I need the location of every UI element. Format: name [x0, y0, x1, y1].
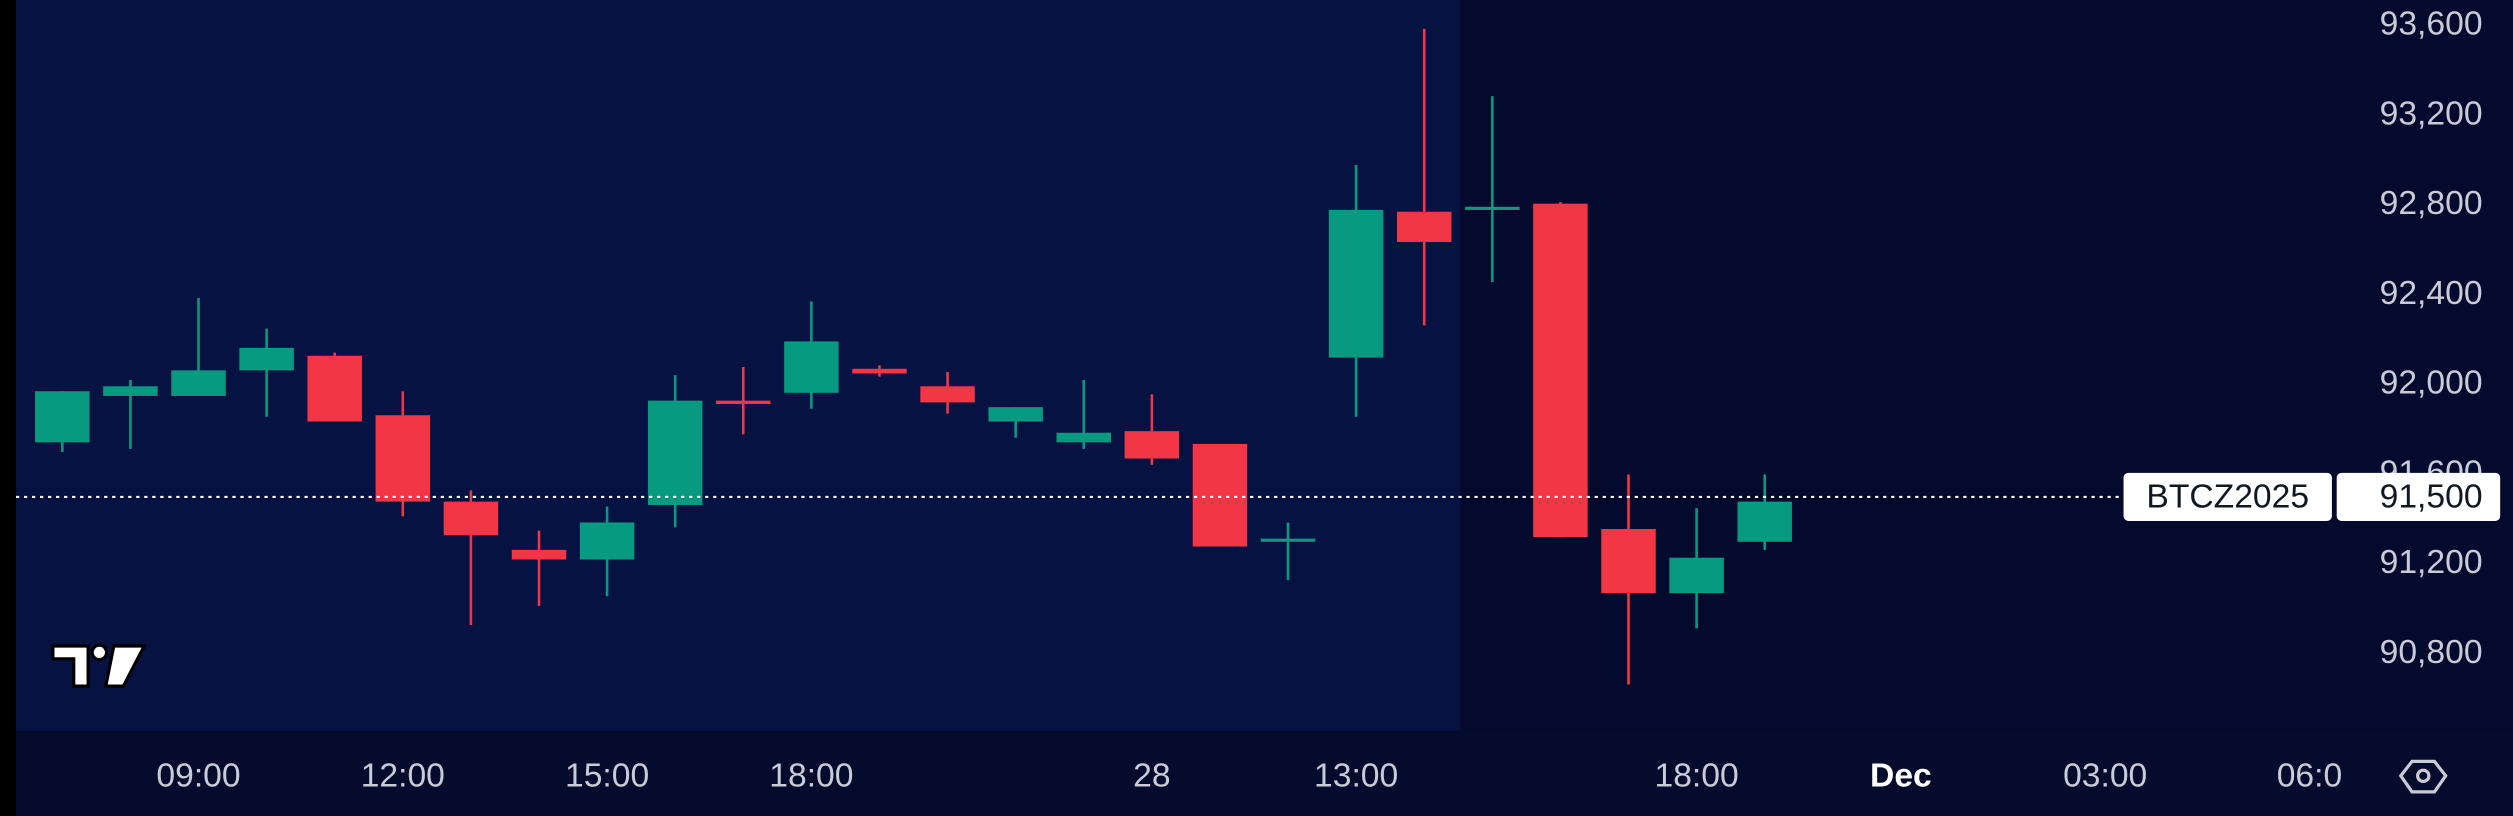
candle-body: [35, 391, 90, 443]
session-highlight: [16, 0, 1461, 731]
y-tick-label: 92,000: [2380, 365, 2483, 402]
x-tick-label: 03:00: [2063, 757, 2147, 794]
x-tick-label: 13:00: [1314, 757, 1398, 794]
candle-body: [784, 341, 839, 393]
time-axis-background: [0, 730, 2513, 816]
candle-body: [239, 347, 294, 371]
y-tick-label: 92,800: [2380, 185, 2483, 222]
candle-body: [307, 355, 362, 422]
candle-body: [716, 400, 771, 405]
candle-body: [920, 386, 975, 403]
candle-body: [647, 400, 703, 505]
y-tick-label: 90,800: [2380, 634, 2483, 671]
candle-body: [1533, 203, 1588, 538]
y-tick-label: 93,200: [2380, 95, 2483, 132]
candle-body: [1601, 528, 1656, 594]
y-tick-label: 92,400: [2380, 275, 2483, 312]
candle-body: [988, 407, 1043, 422]
x-tick-label: 18:00: [769, 757, 853, 794]
y-tick-label: 93,600: [2380, 6, 2483, 43]
candle-body: [1192, 443, 1248, 547]
x-tick-label: 12:00: [361, 757, 445, 794]
candle-body: [103, 386, 158, 396]
y-tick-label: 91,200: [2380, 544, 2483, 581]
candle-body: [1669, 557, 1724, 594]
x-tick-label: 06:0: [2277, 757, 2342, 794]
candle-body: [511, 549, 567, 560]
candle-body: [1396, 211, 1452, 243]
price-label-box: [2336, 472, 2501, 521]
symbol-label-box: [2123, 472, 2332, 521]
settings-icon[interactable]: [2398, 759, 2448, 794]
candle-body: [579, 522, 635, 560]
x-tick-label: 28: [1133, 757, 1170, 794]
candle-body: [1056, 432, 1111, 443]
candle-body: [375, 415, 431, 502]
tradingview-logo: [51, 643, 147, 688]
candle-body: [443, 501, 499, 536]
x-tick-label: 09:00: [156, 757, 240, 794]
candle-body: [1124, 431, 1180, 459]
candle-body: [171, 370, 226, 396]
candle-body: [1328, 209, 1384, 358]
candle-body: [1260, 538, 1316, 542]
left-edge: [0, 0, 17, 816]
x-tick-label: 15:00: [565, 757, 649, 794]
candle-body: [1737, 501, 1792, 542]
x-tick-label: 18:00: [1655, 757, 1739, 794]
candle-body: [852, 368, 907, 374]
price-label: 91,500: [2380, 478, 2483, 515]
symbol-label: BTCZ2025: [2146, 478, 2309, 515]
candle-body: [1465, 206, 1520, 210]
x-tick-label: Dec: [1870, 757, 1932, 794]
